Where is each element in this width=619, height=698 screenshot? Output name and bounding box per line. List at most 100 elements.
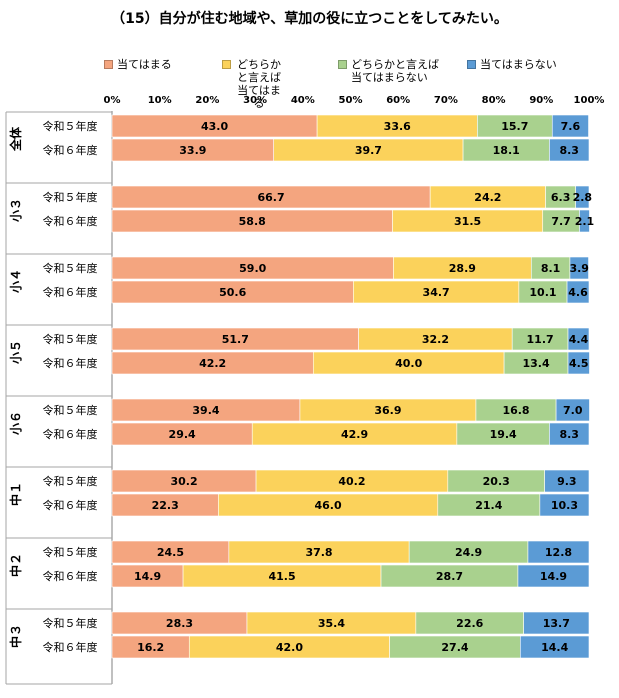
data-label: 19.4: [490, 428, 517, 441]
data-label: 42.2: [199, 357, 226, 370]
legend-swatch-1: [104, 60, 113, 69]
data-label: 33.9: [179, 144, 206, 157]
x-tick-label: 50%: [339, 95, 363, 106]
bar-segment: [520, 635, 590, 659]
bar-segment: [517, 564, 590, 588]
data-label: 42.0: [276, 641, 303, 654]
group-label: 小５: [8, 340, 23, 364]
legend: 当てはまる どちらかと言えば 当てはまる どちらかと言えば 当てはまらない 当て…: [0, 56, 619, 110]
x-tick-label: 20%: [195, 95, 219, 106]
row-label: 令和５年度: [43, 403, 98, 417]
bar-segment: [549, 138, 590, 162]
bar-segment: [575, 185, 590, 209]
data-label: 18.1: [493, 144, 520, 157]
data-label: 33.6: [384, 120, 411, 133]
data-label: 42.9: [341, 428, 368, 441]
data-label: 34.7: [423, 286, 450, 299]
bar-segment: [567, 327, 590, 351]
data-label: 43.0: [201, 120, 228, 133]
data-label: 41.5: [268, 570, 295, 583]
x-tick-label: 90%: [529, 95, 553, 106]
x-tick-label: 0%: [104, 95, 121, 106]
data-label: 29.4: [169, 428, 196, 441]
data-label: 12.8: [545, 546, 572, 559]
data-label: 2.1: [575, 215, 595, 228]
x-tick-label: 70%: [434, 95, 458, 106]
data-label: 37.8: [305, 546, 332, 559]
row-label: 令和６年度: [43, 214, 98, 228]
data-label: 39.7: [355, 144, 382, 157]
data-label: 36.9: [374, 404, 401, 417]
bar-segment: [555, 398, 590, 422]
data-label: 11.7: [527, 333, 554, 346]
group-label: 中１: [8, 482, 23, 506]
data-label: 24.2: [474, 191, 501, 204]
data-label: 27.4: [441, 641, 468, 654]
data-label: 7.6: [561, 120, 581, 133]
data-label: 16.2: [137, 641, 164, 654]
row-label: 令和５年度: [43, 119, 98, 133]
data-label: 3.9: [569, 262, 589, 275]
data-label: 8.3: [559, 144, 579, 157]
legend-label-2-text: どちらかと言えば 当てはまる: [237, 58, 281, 110]
legend-label-2: どちらかと言えば 当てはまる: [189, 58, 285, 110]
x-tick-label: 100%: [574, 95, 605, 106]
x-tick-label: 80%: [482, 95, 506, 106]
row-label: 令和６年度: [43, 498, 98, 512]
data-label: 4.5: [569, 357, 589, 370]
row-label: 令和５年度: [43, 332, 98, 346]
group-label: 中２: [8, 553, 23, 577]
legend-swatch-4: [467, 60, 476, 69]
x-tick-label: 60%: [386, 95, 410, 106]
row-label: 令和５年度: [43, 261, 98, 275]
data-label: 15.7: [501, 120, 528, 133]
row-label: 令和６年度: [43, 569, 98, 583]
row-label: 令和６年度: [43, 427, 98, 441]
data-label: 39.4: [192, 404, 219, 417]
data-label: 2.8: [573, 191, 593, 204]
legend-swatch-3: [338, 60, 347, 69]
data-label: 40.0: [395, 357, 422, 370]
bar-segment: [551, 114, 589, 138]
data-label: 6.3: [551, 191, 571, 204]
data-label: 9.3: [557, 475, 577, 488]
data-label: 10.3: [551, 499, 578, 512]
data-label: 51.7: [222, 333, 249, 346]
bar-segment: [579, 209, 590, 233]
data-label: 46.0: [315, 499, 342, 512]
data-label: 14.9: [540, 570, 567, 583]
data-label: 21.4: [475, 499, 502, 512]
row-label: 令和５年度: [43, 190, 98, 204]
data-label: 24.5: [157, 546, 184, 559]
legend-swatch-2: [222, 60, 231, 69]
data-label: 8.3: [559, 428, 579, 441]
row-label: 令和６年度: [43, 356, 98, 370]
legend-label-3: どちらかと言えば 当てはまらない: [339, 58, 439, 84]
data-label: 24.9: [455, 546, 482, 559]
data-label: 22.3: [152, 499, 179, 512]
chart-title: （15）自分が住む地域や、草加の役に立つことをしてみたい。: [111, 11, 508, 27]
data-label: 14.4: [541, 641, 568, 654]
row-label: 令和５年度: [43, 616, 98, 630]
data-label: 58.8: [239, 215, 266, 228]
data-label: 40.2: [338, 475, 365, 488]
group-label: 中３: [8, 624, 23, 648]
bar-segment: [527, 540, 590, 564]
bar-segment: [567, 351, 590, 375]
data-label: 22.6: [456, 617, 483, 630]
row-label: 令和６年度: [43, 285, 98, 299]
bar-segment: [566, 280, 590, 304]
row-label: 令和６年度: [43, 640, 98, 654]
data-label: 14.9: [134, 570, 161, 583]
data-label: 20.3: [483, 475, 510, 488]
row-label: 令和６年度: [43, 143, 98, 157]
data-label: 28.7: [436, 570, 463, 583]
legend-label-4: 当てはまらない: [480, 58, 557, 71]
x-tick-label: 30%: [243, 95, 267, 106]
bar-segment: [523, 611, 590, 635]
group-label: 小４: [8, 269, 23, 293]
data-label: 50.6: [219, 286, 246, 299]
data-label: 10.1: [529, 286, 556, 299]
data-label: 16.8: [502, 404, 529, 417]
